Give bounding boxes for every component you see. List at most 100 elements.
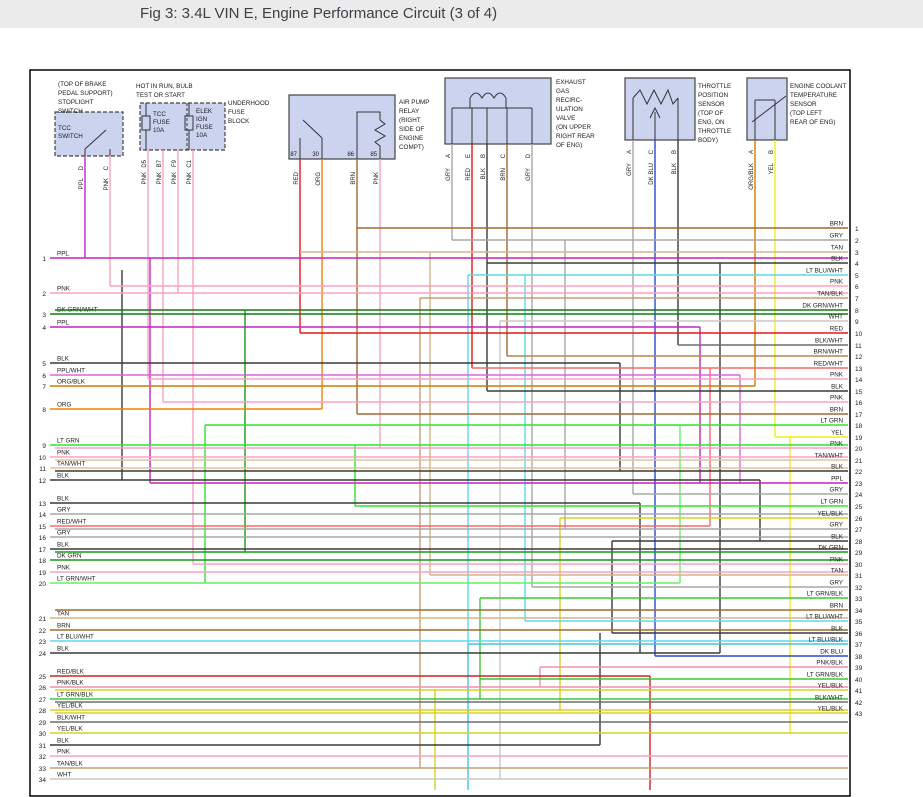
left-row-number-21: 21 [39,616,47,623]
rotated-wire-label-9: F9 [172,159,178,167]
right-wire-label-9: WHT [829,314,843,321]
right-wire-label-12: BRN/WHT [814,349,844,356]
right-wire-label-3: TAN [831,245,844,252]
left-row-number-29: 29 [39,720,47,727]
tps-caption-line-3: SENSOR [698,101,725,108]
left-row-number-2: 2 [42,291,46,298]
right-wire-label-2: GRY [829,233,843,240]
right-row-number-4: 4 [855,261,859,268]
right-wire-label-11: BLK/WHT [815,338,843,345]
left-row-number-19: 19 [39,570,47,577]
left-row-number-31: 31 [39,743,47,750]
right-row-number-10: 10 [855,331,863,338]
stoplight-switch-caption-line-3: STOPLIGHT [58,99,94,106]
figure-title: Fig 3: 3.4L VIN E, Engine Performance Ci… [140,5,498,22]
stoplight-switch-caption-line-2: PEDAL SUPPORT) [58,90,113,97]
ect-caption-line-4: (TOP LEFT [790,110,822,117]
right-row-number-39: 39 [855,665,863,672]
ect-caption-line-3: SENSOR [790,101,817,108]
left-wire-label-8: ORG [57,402,71,409]
egr-valve-caption-line-7: RIGHT REAR [556,133,595,140]
right-wire-label-28: BLK [831,534,844,541]
right-wire-label-37: LT BLU/BLK [809,637,844,644]
right-row-number-37: 37 [855,642,863,649]
tps-caption-line-2: POSITION [698,92,729,99]
right-row-number-3: 3 [855,250,859,257]
right-wire-label-7: TAN/BLK [817,291,844,298]
rotated-wire-label-30: DK BLU [649,163,655,185]
rotated-wire-label-12: PNK [187,172,193,184]
egr-valve-caption-line-4: ULATION [556,106,583,113]
right-row-number-24: 24 [855,492,863,499]
right-row-number-36: 36 [855,631,863,638]
right-wire-label-25: LT GRN [820,499,843,506]
tps-caption-line-5: ENG, ON [698,119,725,126]
underhood-fuse-block-caption-line-1: UNDERHOOD [228,100,270,107]
left-wire-label-17: BLK [57,542,70,549]
elek-ign-fuse-label-line-1: ELEK [196,108,213,115]
rotated-wire-label-28: GRY [627,163,633,176]
right-wire-label-21: TAN/WHT [815,453,843,460]
right-wire-label-20: PNK [830,441,844,448]
air-pump-relay-caption-line-5: ENGINE [399,135,423,142]
left-row-number-28: 28 [39,708,47,715]
right-row-number-40: 40 [855,677,863,684]
right-row-number-35: 35 [855,619,863,626]
right-row-number-26: 26 [855,516,863,523]
left-wire-label-30: YEL/BLK [57,726,83,733]
air-pump-relay-caption-line-4: SIDE OF [399,126,424,133]
left-wire-label-25: RED/BLK [57,669,85,676]
left-wire-label-6: PPL/WHT [57,368,85,375]
right-wire-label-35: LT BLU/WHT [806,614,843,621]
right-wire-label-42: BLK/WHT [815,695,843,702]
right-wire-label-16: PNK [830,395,844,402]
rotated-wire-label-24: BRN [501,168,507,181]
left-row-number-34: 34 [39,777,47,784]
rotated-wire-label-27: A [627,150,633,154]
left-wire-label-21: TAN [57,611,70,618]
rotated-wire-label-26: GRY [526,168,532,181]
left-row-number-30: 30 [39,731,47,738]
egr-valve-caption-line-6: (ON UPPER [556,124,591,131]
right-row-number-25: 25 [855,504,863,511]
right-row-number-15: 15 [855,389,863,396]
right-wire-label-43: YEL/BLK [817,706,843,713]
left-row-number-5: 5 [42,361,46,368]
rotated-wire-label-1: D [79,165,85,170]
right-wire-label-5: LT BLU/WHT [806,268,843,275]
left-row-number-15: 15 [39,524,47,531]
rotated-wire-label-14: ORG [316,172,322,186]
left-wire-label-19: PNK [57,565,71,572]
tcc-switch-label-line-2: SWITCH [58,133,83,140]
left-wire-label-5: BLK [57,356,70,363]
elek-ign-fuse-label-line-2: IGN [196,116,208,123]
right-row-number-14: 14 [855,377,863,384]
right-row-number-7: 7 [855,296,859,303]
left-row-number-22: 22 [39,628,47,635]
component-box-egr-valve [444,77,552,145]
elek-ign-fuse-label-line-4: 10A [196,132,208,139]
right-wire-label-34: BRN [830,603,844,610]
left-wire-label-28: YEL/BLK [57,703,83,710]
stoplight-switch-caption-line-4: SWITCH [58,108,83,115]
egr-valve-caption-line-5: VALVE [556,115,575,122]
right-row-number-32: 32 [855,585,863,592]
left-row-number-1: 1 [42,256,46,263]
fuse-a-symbol [141,103,151,150]
rotated-wire-label-36: YEL [769,162,775,174]
rotated-wire-label-6: PNK [142,172,148,184]
left-wire-label-24: BLK [57,646,70,653]
relay-pin-30: 30 [312,152,319,158]
left-wire-label-15: RED/WHT [57,519,87,526]
right-wire-label-38: DK BLU [820,649,843,656]
left-row-number-33: 33 [39,766,47,773]
left-wire-label-34: WHT [57,772,71,779]
left-wire-label-20: LT GRN/WHT [57,576,96,583]
egr-valve-caption-line-8: OF ENG) [556,142,582,149]
left-row-number-12: 12 [39,478,47,485]
left-row-number-26: 26 [39,685,47,692]
right-wire-label-18: LT GRN [820,418,843,425]
component-box-throttle-position-sensor [624,77,696,141]
